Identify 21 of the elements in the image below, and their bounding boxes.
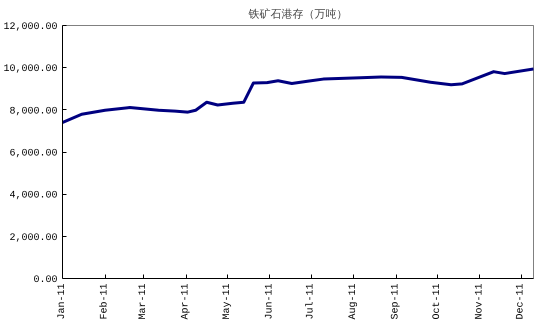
y-tick-label: 4,000.00	[9, 190, 58, 202]
x-tick-label: Mar-11	[138, 283, 150, 320]
x-tick-label: Feb-11	[98, 283, 111, 320]
x-tick-label: Sep-11	[390, 283, 402, 320]
y-tick-label: 2,000.00	[9, 232, 58, 244]
chart-title: 铁矿石港存（万吨）	[248, 8, 348, 20]
x-tick-label: Aug-11	[348, 283, 360, 320]
x-tick-label: Oct-11	[432, 283, 443, 320]
x-tick-label: Jun-11	[264, 283, 276, 320]
y-tick-label: 6,000.00	[9, 148, 58, 160]
x-tick-label: Jul-11	[304, 283, 317, 320]
x-tick-label: Jan-11	[57, 283, 68, 320]
y-tick-label: 12,000.00	[3, 22, 58, 33]
y-tick-label: 10,000.00	[3, 64, 58, 76]
x-tick-label: Nov-11	[474, 283, 486, 320]
x-tick-label: Apr-11	[180, 283, 192, 320]
y-tick-label: 0.00	[33, 275, 58, 286]
x-tick-label: May-11	[222, 283, 233, 320]
y-tick-label: 8,000.00	[9, 106, 58, 118]
line-series	[62, 67, 534, 124]
x-tick-label: Dec-11	[516, 283, 527, 320]
